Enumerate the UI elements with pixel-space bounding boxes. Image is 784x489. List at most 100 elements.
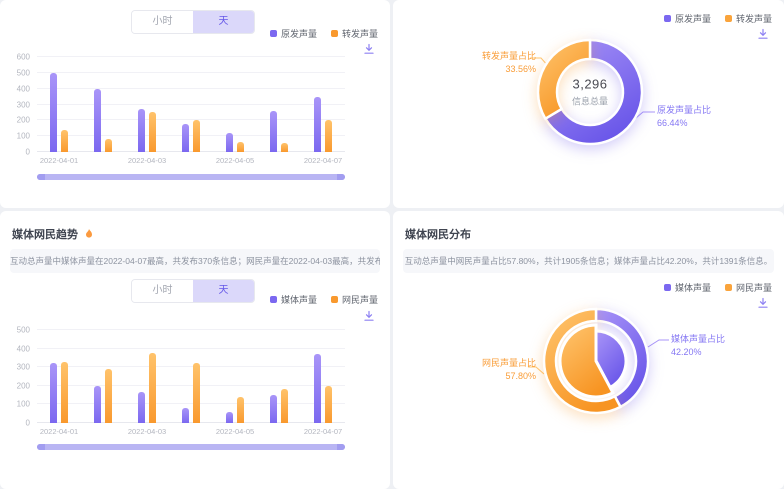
bar-original[interactable]	[226, 133, 233, 152]
download-icon[interactable]	[363, 42, 375, 54]
bar-media[interactable]	[138, 392, 145, 423]
slice-label-value: 33.56%	[505, 64, 536, 74]
gridline	[37, 347, 345, 349]
bar-repost[interactable]	[61, 129, 68, 152]
legend-item-repost[interactable]: 转发声量	[330, 27, 378, 40]
download-icon[interactable]	[757, 296, 769, 308]
gridline	[37, 119, 345, 121]
slice-label-value: 57.80%	[505, 371, 536, 381]
legend-label: 原发声量	[280, 29, 317, 39]
x-axis-tick: 2022-04-03	[127, 156, 167, 165]
time-granularity-toggle: 小时 天	[131, 279, 255, 303]
bar-media[interactable]	[50, 363, 57, 423]
legend-dot	[330, 30, 338, 37]
legend-item-original[interactable]: 原发声量	[663, 12, 711, 25]
slice-label-original: 原发声量占比 66.44%	[657, 104, 711, 130]
bar-media[interactable]	[94, 385, 101, 423]
bar-group	[257, 330, 301, 423]
donut-chart	[530, 38, 655, 146]
slice-label-title: 原发声量占比	[657, 105, 712, 115]
y-axis-tick: 100	[16, 131, 30, 141]
y-axis-tick: 0	[25, 418, 30, 428]
legend-dot	[724, 284, 732, 291]
bar-group: 2022-04-01	[37, 57, 81, 165]
download-icon[interactable]	[757, 27, 769, 39]
pie-slice-original[interactable]	[543, 38, 644, 146]
y-axis-tick: 300	[16, 362, 30, 372]
bar-repost[interactable]	[325, 119, 332, 152]
legend-label: 转发声量	[735, 14, 772, 24]
bar-netizen[interactable]	[193, 362, 200, 423]
summary-text: 互动总声量中网民声量占比57.80%，共计1905条信息；媒体声量占比42.20…	[403, 249, 774, 273]
panel-media-netizen-trend: 媒体网民趋势 互动总声量中媒体声量在2022-04-07最高，共发布370条信息…	[0, 211, 390, 489]
chart-legend: 原发声量 转发声量	[269, 27, 378, 40]
bar-netizen[interactable]	[237, 396, 244, 423]
bar-original[interactable]	[94, 88, 101, 152]
bar-media[interactable]	[182, 408, 189, 423]
bar-media[interactable]	[270, 395, 277, 423]
leader-line	[647, 339, 669, 348]
download-icon[interactable]	[363, 309, 375, 321]
datazoom-slider[interactable]	[37, 174, 345, 180]
chart-legend: 原发声量 转发声量	[663, 12, 772, 25]
datazoom-slider[interactable]	[37, 444, 345, 450]
toggle-day-button[interactable]: 天	[193, 280, 254, 302]
bar-repost[interactable]	[281, 142, 288, 152]
x-axis-tick: 2022-04-07	[303, 427, 343, 436]
panel-title-text: 媒体网民趋势	[12, 229, 78, 241]
toggle-day-button[interactable]: 天	[193, 11, 254, 33]
bar-netizen[interactable]	[61, 361, 68, 423]
pie-inner-slice-netizen[interactable]	[558, 323, 615, 399]
slice-label-title: 转发声量占比	[481, 51, 536, 61]
gridline	[37, 151, 345, 152]
bar-repost[interactable]	[193, 120, 200, 152]
bar-netizen[interactable]	[105, 369, 112, 423]
bar-original[interactable]	[138, 109, 145, 152]
gridline	[37, 103, 345, 105]
legend-label: 原发声量	[674, 14, 711, 24]
x-axis-tick: 2022-04-05	[215, 427, 255, 436]
bar-repost[interactable]	[105, 139, 112, 152]
bar-group: 2022-04-07	[301, 330, 345, 436]
legend-item-netizen[interactable]: 网民声量	[330, 293, 378, 306]
summary-text: 互动总声量中媒体声量在2022-04-07最高，共发布370条信息；网民声量在2…	[10, 249, 380, 273]
legend-item-original[interactable]: 原发声量	[269, 27, 317, 40]
bar-repost[interactable]	[149, 112, 156, 152]
bar-netizen[interactable]	[325, 385, 332, 423]
gridline	[37, 329, 345, 330]
bar-plot: 2022-04-01 2022-04-03 2022-04-05 2022-04-07	[37, 57, 345, 165]
legend-label: 转发声量	[341, 29, 378, 39]
bar-original[interactable]	[270, 110, 277, 152]
legend-label: 网民声量	[735, 283, 772, 293]
legend-item-netizen[interactable]: 网民声量	[724, 281, 772, 294]
bar-group	[257, 57, 301, 152]
bar-media[interactable]	[314, 354, 321, 423]
legend-item-media[interactable]: 媒体声量	[663, 281, 711, 294]
x-axis-tick: 2022-04-01	[39, 156, 79, 165]
slice-label-title: 媒体声量占比	[671, 334, 726, 344]
x-axis-tick: 2022-04-07	[303, 156, 343, 165]
bar-original[interactable]	[314, 96, 321, 152]
pie-slice-netizen[interactable]	[542, 307, 623, 415]
legend-dot	[663, 284, 671, 291]
total-value: 3,296	[572, 76, 608, 92]
toggle-hour-button[interactable]: 小时	[132, 11, 193, 33]
bar-netizen[interactable]	[281, 388, 288, 423]
gridline	[37, 71, 345, 73]
bar-original[interactable]	[50, 72, 57, 152]
bar-media[interactable]	[226, 411, 233, 423]
y-axis-tick: 0	[25, 147, 30, 157]
bar-netizen[interactable]	[149, 353, 156, 423]
toggle-hour-button[interactable]: 小时	[132, 280, 193, 302]
legend-label: 网民声量	[341, 295, 378, 305]
bar-group	[169, 330, 213, 423]
pie-slice-repost[interactable]	[536, 38, 592, 121]
bar-original[interactable]	[182, 124, 189, 152]
gridline	[37, 366, 345, 368]
legend-item-repost[interactable]: 转发声量	[724, 12, 772, 25]
bar-repost[interactable]	[237, 141, 244, 152]
y-axis-tick: 200	[16, 115, 30, 125]
legend-dot	[330, 296, 338, 303]
gridline	[37, 87, 345, 89]
legend-item-media[interactable]: 媒体声量	[269, 293, 317, 306]
